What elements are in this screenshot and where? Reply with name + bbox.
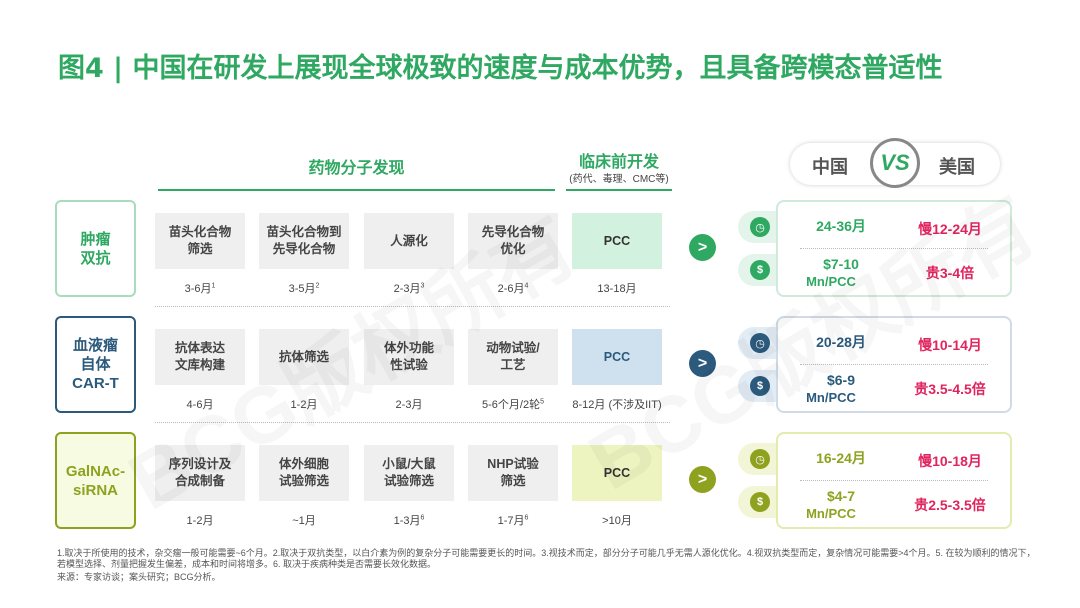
discovery-header: 药物分子发现 xyxy=(308,160,405,177)
step-box: 人源化 xyxy=(364,213,454,269)
clock-icon: ◷ xyxy=(750,333,770,353)
row-divider xyxy=(155,422,670,423)
modality-label: 血液瘤 自体 CAR-T xyxy=(55,316,136,413)
step-duration: >10月 xyxy=(602,515,632,527)
us-cost: 贵3.5-4.5倍 xyxy=(914,381,986,397)
china-time: 24-36月 xyxy=(816,218,866,234)
country-china: 中国 xyxy=(812,157,848,177)
country-usa: 美国 xyxy=(939,157,975,177)
step-duration: 8-12月 (不涉及IIT) xyxy=(572,399,662,411)
us-cost: 贵2.5-3.5倍 xyxy=(914,497,986,513)
china-cost-unit: Mn/PCC xyxy=(806,390,856,405)
china-cost: $4-7 xyxy=(826,488,856,504)
step-duration: 2-3月 xyxy=(395,399,423,411)
chevron-right-icon: > xyxy=(689,466,716,493)
row-divider xyxy=(155,306,670,307)
step-box: 先导化合物 优化 xyxy=(468,213,558,269)
step-duration: 3-5月2 xyxy=(288,282,320,295)
us-time: 慢12-24月 xyxy=(918,221,982,237)
step-duration: 2-6月4 xyxy=(497,282,529,295)
step-box: 小鼠/大鼠 试验筛选 xyxy=(364,445,454,501)
step-box: 体外功能 性试验 xyxy=(364,329,454,385)
step-box: 抗体筛选 xyxy=(259,329,349,385)
pcc-box: PCC xyxy=(572,445,662,501)
step-box: 苗头化合物 筛选 xyxy=(155,213,245,269)
modality-label: GalNAc- siRNA xyxy=(55,432,136,529)
us-cost: 贵3-4倍 xyxy=(925,265,975,281)
step-box: 动物试验/ 工艺 xyxy=(468,329,558,385)
chevron-right-icon: > xyxy=(689,234,716,261)
card-divider xyxy=(800,480,988,481)
chevron-right-icon: > xyxy=(689,350,716,377)
footnote: 1.取决于所使用的技术，杂交瘤一般可能需要~6个月。2.取决于双抗类型，以白介素… xyxy=(57,548,1036,569)
discovery-underline xyxy=(158,189,555,191)
vs-badge: VS xyxy=(870,138,920,188)
card-divider xyxy=(800,248,988,249)
preclinical-underline xyxy=(566,189,672,191)
step-duration: 1-3月6 xyxy=(393,514,425,527)
source-note: 来源：专家访谈；案头研究；BCG分析。 xyxy=(57,572,221,582)
step-duration: 5-6个月/2轮5 xyxy=(482,398,544,411)
clock-icon: ◷ xyxy=(750,217,770,237)
money-bag-icon: $ xyxy=(750,260,770,280)
step-duration: 1-7月6 xyxy=(497,514,529,527)
money-bag-icon: $ xyxy=(750,492,770,512)
china-cost-unit: Mn/PCC xyxy=(806,274,856,289)
china-cost: $7-10 xyxy=(823,256,859,272)
step-duration: ~1月 xyxy=(292,515,316,527)
step-duration: 13-18月 xyxy=(597,283,637,295)
pcc-box: PCC xyxy=(572,329,662,385)
preclinical-subheader: (药代、毒理、CMC等) xyxy=(569,174,669,185)
pcc-box: PCC xyxy=(572,213,662,269)
step-duration: 4-6月 xyxy=(186,399,214,411)
step-duration: 2-3月3 xyxy=(393,282,425,295)
step-duration: 1-2月 xyxy=(186,515,214,527)
clock-icon: ◷ xyxy=(750,449,770,469)
step-box: 体外细胞 试验筛选 xyxy=(259,445,349,501)
money-bag-icon: $ xyxy=(750,376,770,396)
step-box: 序列设计及 合成制备 xyxy=(155,445,245,501)
china-time: 20-28月 xyxy=(816,334,866,350)
card-divider xyxy=(800,364,988,365)
us-time: 慢10-14月 xyxy=(918,337,982,353)
china-cost-unit: Mn/PCC xyxy=(806,506,856,521)
step-box: NHP试验 筛选 xyxy=(468,445,558,501)
us-time: 慢10-18月 xyxy=(918,453,982,469)
modality-label: 肿瘤 双抗 xyxy=(55,200,136,297)
china-time: 16-24月 xyxy=(816,450,866,466)
china-cost: $6-9 xyxy=(826,372,856,388)
step-duration: 3-6月1 xyxy=(184,282,216,295)
step-duration: 1-2月 xyxy=(290,399,318,411)
step-box: 抗体表达 文库构建 xyxy=(155,329,245,385)
preclinical-header: 临床前开发 xyxy=(578,154,659,171)
step-box: 苗头化合物到 先导化合物 xyxy=(259,213,349,269)
page-title: 图4 | 中国在研发上展现全球极致的速度与成本优势，且具备跨模态普适性 xyxy=(58,53,943,84)
